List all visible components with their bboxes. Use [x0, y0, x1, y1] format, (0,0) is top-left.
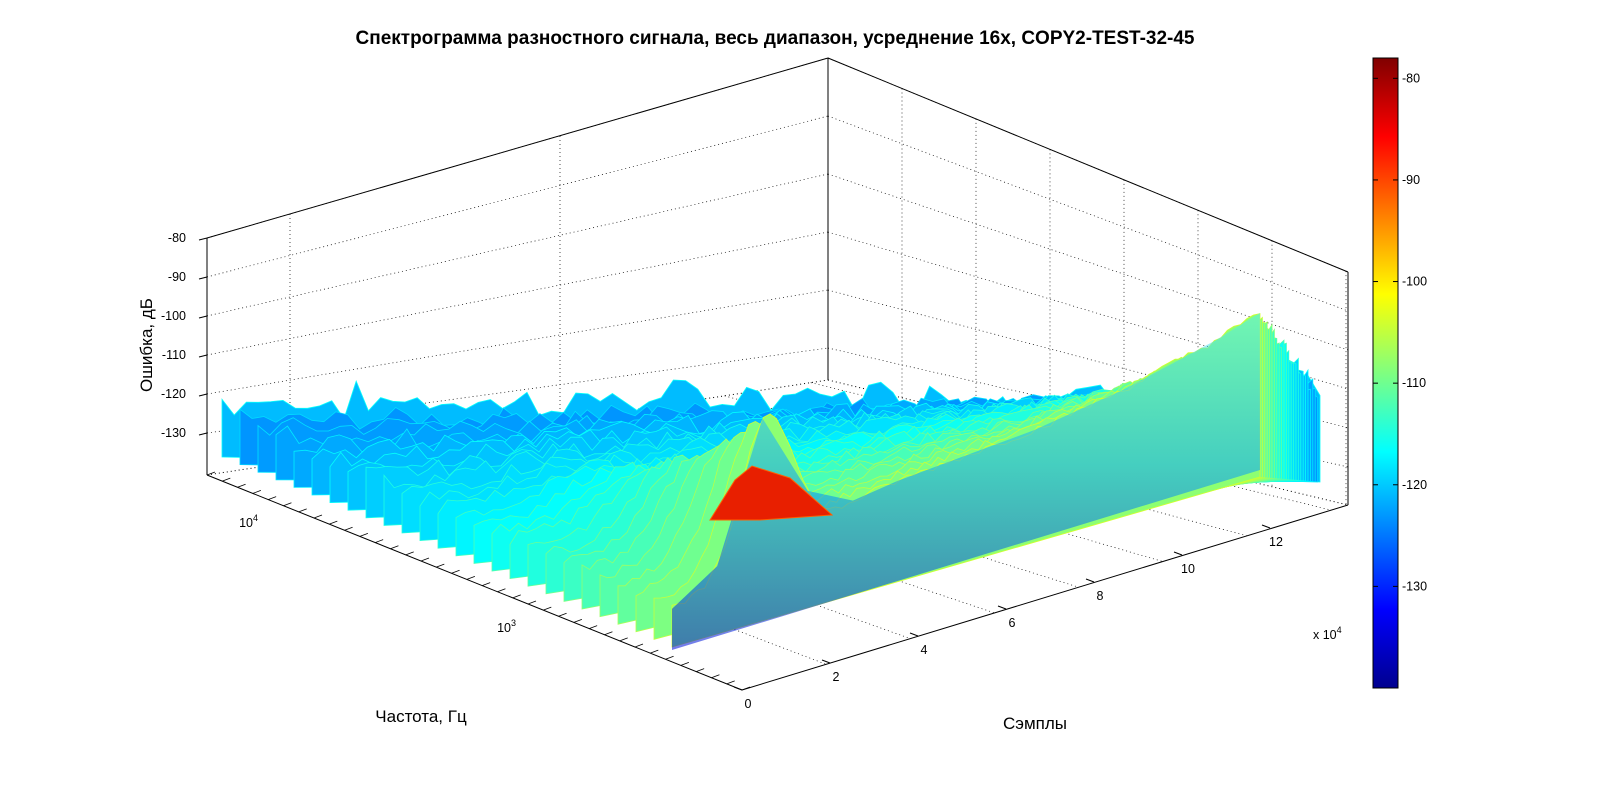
- y-minor-tick: [512, 594, 521, 599]
- chart-title: Спектрограмма разностного сигнала, весь …: [356, 28, 1195, 49]
- y-minor-tick: [436, 563, 445, 568]
- y-minor-tick: [482, 582, 491, 586]
- y-minor-tick: [405, 551, 414, 556]
- z-tick-label: -110: [162, 348, 186, 362]
- z-tick-mark: [198, 354, 208, 358]
- y-minor-tick: [696, 668, 705, 672]
- surface-peak: [709, 465, 834, 521]
- grid-line: [206, 115, 829, 278]
- z-tick-label: -100: [161, 309, 186, 323]
- colorbar-tick-label: -130: [1402, 579, 1427, 593]
- x-tick-mark: [1085, 578, 1095, 583]
- y-axis-label: Частота, Гц: [375, 707, 467, 726]
- x-axis-multiplier: x 104: [1313, 625, 1342, 642]
- y-tick-base: 10: [497, 621, 511, 635]
- y-minor-tick: [497, 588, 506, 593]
- x-tick-mark: [909, 632, 919, 637]
- x-axis-label: Сэмплы: [1003, 714, 1067, 733]
- grid-line: [206, 231, 829, 356]
- y-minor-tick: [741, 686, 751, 691]
- y-minor-tick: [466, 576, 475, 580]
- x-tick-label: 8: [1097, 589, 1104, 603]
- z-axis-label: Ошибка, дБ: [137, 298, 156, 392]
- y-tick-label: 104: [239, 513, 258, 530]
- y-minor-tick: [543, 606, 552, 611]
- y-minor-tick: [527, 600, 537, 605]
- z-axis-ticks: -80 -90 -100 -110 -120 -130: [161, 231, 208, 440]
- z-tick-mark: [198, 315, 208, 319]
- y-tick-base: 10: [239, 516, 253, 530]
- y-minor-tick: [252, 490, 261, 494]
- colorbar-tick-label: -90: [1402, 173, 1420, 187]
- x-axis-multiplier-exponent: 4: [1337, 625, 1342, 635]
- x-tick-label: 6: [1009, 616, 1016, 630]
- y-minor-tick: [420, 557, 430, 562]
- grid-line: [206, 289, 829, 395]
- y-minor-tick: [298, 508, 307, 513]
- x-tick-label: 12: [1269, 535, 1283, 549]
- y-minor-tick: [650, 649, 659, 654]
- z-tick-label: -130: [161, 426, 186, 440]
- x-axis-ticks: 0 2 4 6 8 10 12: [733, 524, 1283, 711]
- y-minor-tick: [344, 526, 353, 531]
- x-tick-mark: [1173, 551, 1183, 556]
- grid-line: [827, 115, 1349, 312]
- z-tick-mark: [198, 276, 208, 280]
- y-minor-tick: [573, 619, 582, 623]
- y-minor-tick: [680, 662, 689, 666]
- x-tick-label: 4: [921, 643, 928, 657]
- x-tick-label: 0: [745, 697, 752, 711]
- y-minor-tick: [359, 533, 368, 537]
- y-minor-tick: [329, 520, 338, 525]
- x-tick-mark: [997, 605, 1007, 610]
- z-tick-label: -90: [168, 270, 186, 284]
- y-minor-tick: [451, 569, 460, 574]
- y-minor-tick: [206, 471, 216, 476]
- y-minor-tick: [313, 514, 323, 519]
- y-minor-tick: [283, 502, 292, 507]
- y-minor-tick: [619, 637, 628, 642]
- x-tick-mark: [733, 686, 743, 691]
- y-minor-tick: [390, 545, 399, 550]
- y-minor-tick: [222, 477, 231, 482]
- y-minor-tick: [237, 483, 246, 488]
- y-minor-tick: [726, 680, 735, 685]
- grid-line: [827, 57, 1349, 273]
- y-minor-tick: [375, 539, 384, 543]
- y-tick-exponent: 4: [253, 513, 258, 523]
- grid-line: [827, 173, 1349, 351]
- y-minor-tick: [558, 612, 567, 617]
- x-tick-mark: [1261, 524, 1271, 529]
- colorbar-tick-label: -80: [1402, 71, 1420, 85]
- colorbar-ticks: -80 -90 -100 -110 -120 -130: [1373, 71, 1427, 593]
- grid-line: [206, 173, 829, 317]
- y-minor-tick: [604, 631, 613, 636]
- y-tick-label: 103: [497, 618, 516, 635]
- colorbar: [1372, 57, 1399, 689]
- y-minor-tick: [589, 625, 598, 629]
- y-minor-tick: [268, 496, 277, 500]
- y-tick-exponent: 3: [511, 618, 516, 628]
- x-tick-label: 10: [1181, 562, 1195, 576]
- spectrogram-surface: [221, 312, 1321, 650]
- z-tick-label: -120: [161, 387, 186, 401]
- z-tick-mark: [198, 237, 208, 241]
- y-minor-tick: [634, 643, 644, 648]
- x-axis-multiplier-base: x 10: [1313, 628, 1337, 642]
- colorbar-tick-label: -120: [1402, 478, 1427, 492]
- z-tick-mark: [198, 432, 208, 436]
- x-tick-mark: [821, 659, 831, 664]
- z-tick-mark: [198, 393, 208, 397]
- surface-front-face: [672, 312, 1260, 650]
- z-tick-label: -80: [168, 231, 186, 245]
- colorbar-tick-label: -100: [1402, 275, 1427, 289]
- y-minor-tick: [711, 674, 720, 679]
- y-minor-tick: [665, 655, 674, 660]
- colorbar-tick-label: -110: [1402, 376, 1426, 390]
- x-tick-label: 2: [833, 670, 840, 684]
